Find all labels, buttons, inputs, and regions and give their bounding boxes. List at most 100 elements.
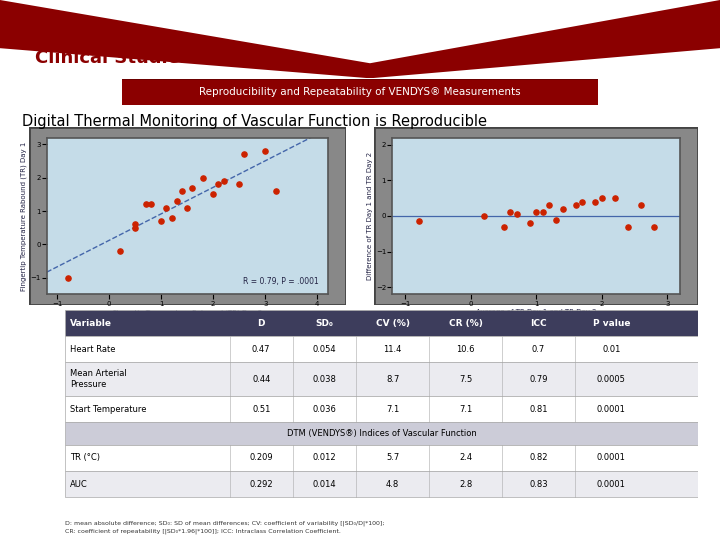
Point — [544, 201, 555, 210]
Point — [478, 212, 490, 220]
Text: CV (%): CV (%) — [376, 319, 410, 328]
Text: D: mean absolute difference; SD₀: SD of mean differences; CV: coefficient of var: D: mean absolute difference; SD₀: SD of … — [65, 521, 384, 534]
Point — [524, 219, 536, 227]
Text: 0.83: 0.83 — [529, 480, 548, 489]
Text: 0.209: 0.209 — [249, 454, 273, 462]
Text: 0.038: 0.038 — [312, 375, 336, 384]
Text: R = 0.79, P = .0001: R = 0.79, P = .0001 — [243, 278, 319, 286]
Point — [596, 194, 608, 202]
Point — [62, 273, 73, 282]
Point — [649, 222, 660, 231]
Bar — [65, 396, 698, 422]
Text: CR (%): CR (%) — [449, 319, 482, 328]
Text: ICC: ICC — [530, 319, 546, 328]
Text: 7.1: 7.1 — [386, 404, 400, 414]
Point — [635, 201, 647, 210]
Point — [531, 208, 542, 217]
Text: 0.01: 0.01 — [602, 345, 621, 354]
Point — [570, 201, 582, 210]
Text: TR (°C): TR (°C) — [70, 454, 100, 462]
Text: 10.6: 10.6 — [456, 345, 474, 354]
Text: 0.0001: 0.0001 — [597, 454, 626, 462]
Text: 0.292: 0.292 — [249, 480, 273, 489]
Point — [557, 205, 568, 213]
Point — [577, 198, 588, 206]
Point — [114, 247, 125, 255]
X-axis label: Fingertip Temperature Rabound (TR) Day 2: Fingertip Temperature Rabound (TR) Day 2 — [112, 309, 262, 316]
Text: Clinical Studies: Clinical Studies — [35, 49, 191, 67]
Point — [130, 220, 141, 228]
Point — [140, 200, 151, 208]
Point — [259, 147, 271, 156]
Point — [511, 210, 523, 219]
Text: 0.0001: 0.0001 — [597, 480, 626, 489]
Point — [156, 217, 167, 225]
Point — [207, 190, 219, 199]
Text: Heart Rate: Heart Rate — [70, 345, 115, 354]
Text: 0.81: 0.81 — [529, 404, 548, 414]
Text: 8.7: 8.7 — [386, 375, 400, 384]
Text: 11.4: 11.4 — [384, 345, 402, 354]
Text: 4.8: 4.8 — [386, 480, 400, 489]
Point — [218, 177, 230, 185]
Point — [550, 215, 562, 224]
Point — [197, 173, 209, 182]
Point — [212, 180, 224, 188]
Point — [270, 187, 282, 195]
Bar — [65, 336, 698, 362]
Text: 0.7: 0.7 — [532, 345, 545, 354]
Text: Variable: Variable — [70, 319, 112, 328]
Point — [171, 197, 183, 205]
Point — [181, 204, 193, 212]
Text: 0.51: 0.51 — [252, 404, 271, 414]
Point — [233, 180, 245, 188]
Text: Start Temperature: Start Temperature — [70, 404, 146, 414]
Text: 5.7: 5.7 — [386, 454, 400, 462]
Point — [161, 204, 172, 212]
Bar — [65, 422, 698, 445]
Bar — [65, 471, 698, 497]
Point — [166, 213, 177, 222]
Point — [537, 208, 549, 217]
Text: 0.0001: 0.0001 — [597, 404, 626, 414]
Point — [609, 194, 621, 202]
Text: 0.036: 0.036 — [312, 404, 336, 414]
Bar — [65, 362, 698, 396]
Point — [498, 222, 510, 231]
Text: 2.8: 2.8 — [459, 480, 472, 489]
Y-axis label: Fingertip Temperature Rabound (TR) Day 1: Fingertip Temperature Rabound (TR) Day 1 — [21, 141, 27, 291]
Text: Reproducibility and Repeatability of VENDYS® Measurements: Reproducibility and Repeatability of VEN… — [199, 87, 521, 97]
Point — [505, 208, 516, 217]
Text: Mean Arterial
Pressure: Mean Arterial Pressure — [70, 369, 127, 389]
Text: 0.0005: 0.0005 — [597, 375, 626, 384]
Point — [186, 184, 198, 192]
Point — [130, 224, 141, 232]
Text: 0.79: 0.79 — [529, 375, 548, 384]
Bar — [65, 445, 698, 471]
FancyBboxPatch shape — [108, 79, 612, 106]
Text: 0.012: 0.012 — [312, 454, 336, 462]
Y-axis label: Difference of TR Day 1 and TR Day 2: Difference of TR Day 1 and TR Day 2 — [367, 152, 373, 280]
Text: 0.82: 0.82 — [529, 454, 548, 462]
Point — [238, 150, 250, 159]
Text: 7.1: 7.1 — [459, 404, 472, 414]
X-axis label: Average of TR Day 1 and TR Day 2: Average of TR Day 1 and TR Day 2 — [476, 309, 597, 315]
Text: 0.014: 0.014 — [312, 480, 336, 489]
Text: 0.054: 0.054 — [312, 345, 336, 354]
Point — [413, 217, 424, 226]
Text: 0.47: 0.47 — [252, 345, 271, 354]
Text: DTM (VENDYS®) Indices of Vascular Function: DTM (VENDYS®) Indices of Vascular Functi… — [287, 429, 477, 438]
Text: 0.44: 0.44 — [252, 375, 271, 384]
Text: AUC: AUC — [70, 480, 88, 489]
Point — [622, 222, 634, 231]
Text: P value: P value — [593, 319, 630, 328]
Text: D: D — [258, 319, 265, 328]
Text: 7.5: 7.5 — [459, 375, 472, 384]
Text: SD₀: SD₀ — [315, 319, 333, 328]
Bar — [65, 310, 698, 336]
Text: Digital Thermal Monitoring of Vascular Function is Reproducible: Digital Thermal Monitoring of Vascular F… — [22, 114, 487, 129]
Point — [590, 198, 601, 206]
Polygon shape — [0, 0, 720, 78]
Point — [145, 200, 156, 208]
Text: 2.4: 2.4 — [459, 454, 472, 462]
